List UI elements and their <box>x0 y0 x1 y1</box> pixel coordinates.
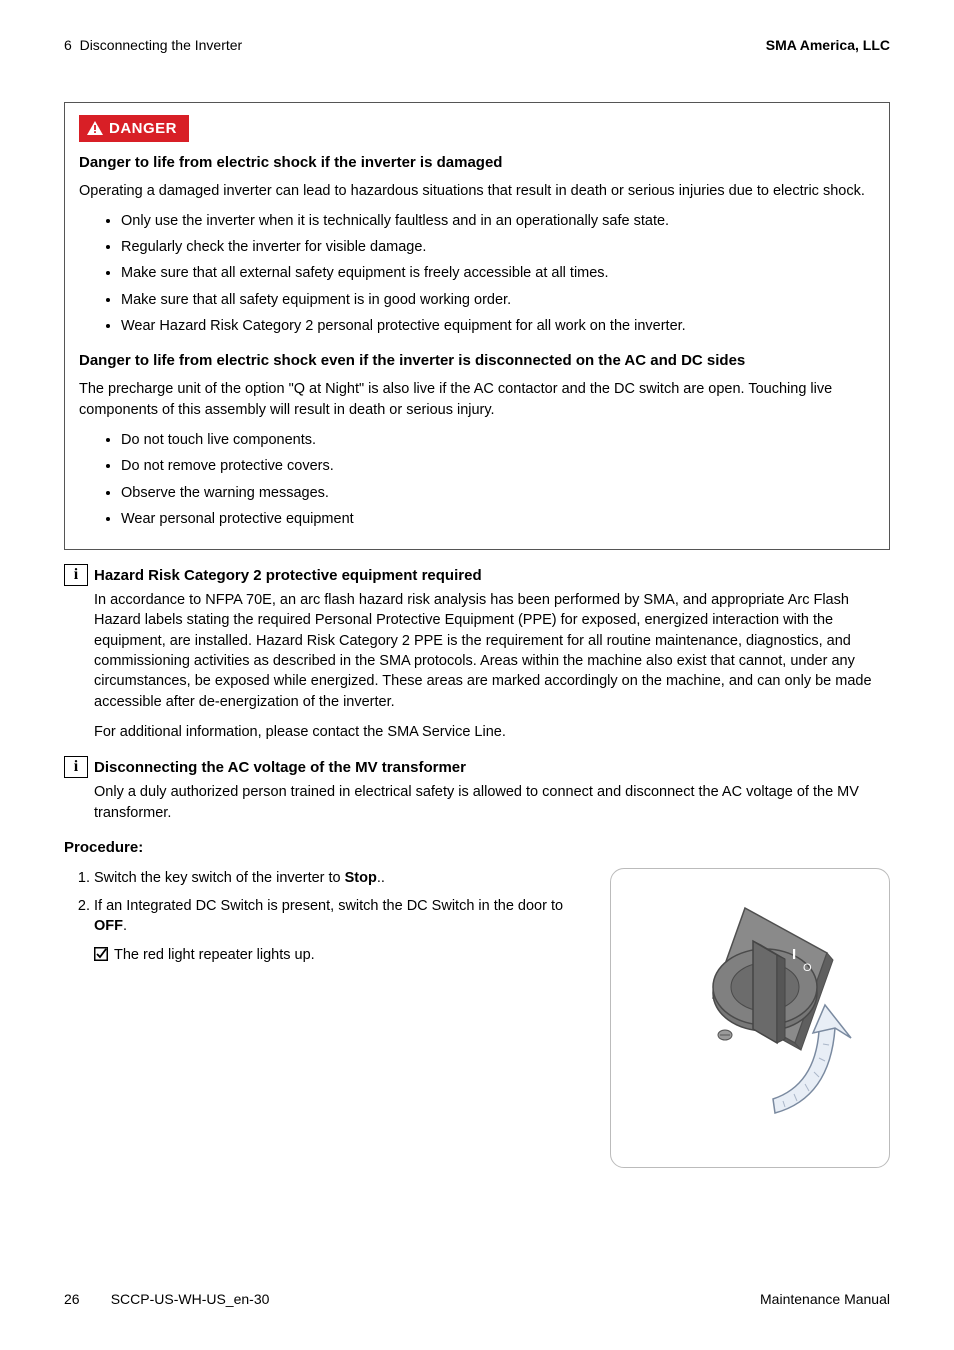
checkbox-checked-icon <box>94 947 108 961</box>
list-item: Wear personal protective equipment <box>121 509 875 529</box>
danger-box: DANGER Danger to life from electric shoc… <box>64 102 890 551</box>
list-item: Only use the inverter when it is technic… <box>121 211 875 231</box>
procedure-area: Switch the key switch of the inverter to… <box>64 868 890 1168</box>
list-item: Do not touch live components. <box>121 430 875 450</box>
list-item: Make sure that all external safety equip… <box>121 263 875 283</box>
danger-label: DANGER <box>79 115 189 142</box>
info-block-disconnect: i Disconnecting the AC voltage of the MV… <box>64 756 890 778</box>
page-footer: 26 SCCP-US-WH-US_en-30 Maintenance Manua… <box>64 1290 890 1310</box>
page-number: 26 <box>64 1291 80 1307</box>
danger-list-1: Only use the inverter when it is technic… <box>79 211 875 336</box>
section-title: Disconnecting the Inverter <box>80 37 243 53</box>
step-bold: OFF <box>94 918 123 934</box>
info-block-hazard: i Hazard Risk Category 2 protective equi… <box>64 564 890 586</box>
list-item: Regularly check the inverter for visible… <box>121 237 875 257</box>
dc-switch-illustration: I O <box>625 883 875 1153</box>
info-body-hazard: In accordance to NFPA 70E, an arc flash … <box>94 590 890 742</box>
procedure-step-1: Switch the key switch of the inverter to… <box>94 868 598 888</box>
danger-para-2: The precharge unit of the option "Q at N… <box>79 379 875 420</box>
step-text: If an Integrated DC Switch is present, s… <box>94 898 563 914</box>
footer-left: 26 SCCP-US-WH-US_en-30 <box>64 1290 269 1310</box>
danger-label-text: DANGER <box>109 118 177 139</box>
info-body-disconnect: Only a duly authorized person trained in… <box>94 782 890 823</box>
footer-right: Maintenance Manual <box>760 1290 890 1310</box>
list-item: Do not remove protective covers. <box>121 456 875 476</box>
info-title: Hazard Risk Category 2 protective equipm… <box>94 564 482 586</box>
warning-triangle-icon <box>87 121 103 135</box>
check-result: The red light repeater lights up. <box>94 945 598 965</box>
info-icon: i <box>64 564 88 586</box>
dc-switch-figure: I O <box>610 868 890 1168</box>
step-bold: Stop <box>345 870 377 886</box>
danger-list-2: Do not touch live components. Do not rem… <box>79 430 875 529</box>
info-icon: i <box>64 756 88 778</box>
info-para: For additional information, please conta… <box>94 722 890 742</box>
header-left: 6 Disconnecting the Inverter <box>64 36 242 56</box>
info-para: Only a duly authorized person trained in… <box>94 782 890 823</box>
danger-heading-2: Danger to life from electric shock even … <box>79 350 875 371</box>
procedure-heading: Procedure: <box>64 837 890 858</box>
procedure-steps: Switch the key switch of the inverter to… <box>64 868 610 1168</box>
label-o: O <box>803 962 812 974</box>
info-para: In accordance to NFPA 70E, an arc flash … <box>94 590 890 712</box>
list-item: Observe the warning messages. <box>121 483 875 503</box>
section-number: 6 <box>64 37 72 53</box>
list-item: Make sure that all safety equipment is i… <box>121 290 875 310</box>
procedure-step-2: If an Integrated DC Switch is present, s… <box>94 896 598 965</box>
header-company: SMA America, LLC <box>766 36 890 56</box>
page-header: 6 Disconnecting the Inverter SMA America… <box>64 36 890 56</box>
label-i: I <box>792 946 796 963</box>
step-text: . <box>123 918 127 934</box>
step-text: .. <box>377 870 385 886</box>
doc-id: SCCP-US-WH-US_en-30 <box>111 1291 270 1307</box>
check-text: The red light repeater lights up. <box>114 945 315 965</box>
list-item: Wear Hazard Risk Category 2 personal pro… <box>121 316 875 336</box>
danger-para-1: Operating a damaged inverter can lead to… <box>79 181 875 201</box>
step-text: Switch the key switch of the inverter to <box>94 870 345 886</box>
info-title: Disconnecting the AC voltage of the MV t… <box>94 756 466 778</box>
danger-heading-1: Danger to life from electric shock if th… <box>79 152 875 173</box>
